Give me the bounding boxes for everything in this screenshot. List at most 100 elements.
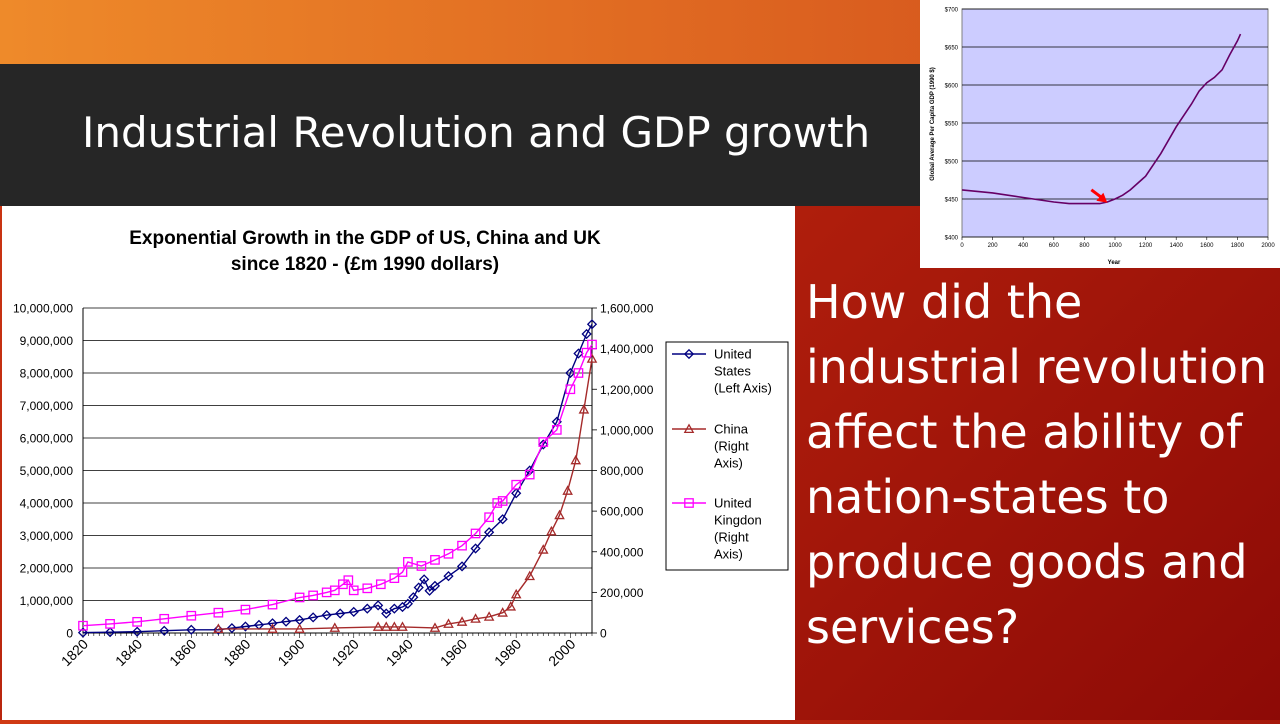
inset-y-tick-label: $450 <box>945 198 959 204</box>
data-point <box>562 485 573 495</box>
inset-y-tick-label: $700 <box>945 8 959 14</box>
inset-x-tick-label: 1200 <box>1139 243 1153 249</box>
data-point <box>375 579 386 590</box>
data-point <box>280 616 292 627</box>
inset-x-tick-label: 600 <box>1049 243 1060 249</box>
series-diamond <box>77 319 598 638</box>
inset-y-axis-label: Global Average Per Capita GDP (1990 $) <box>930 67 936 181</box>
legend: United States (Left Axis) China (Right Axis) U… <box>665 341 789 571</box>
data-point <box>240 621 251 632</box>
data-point <box>573 348 584 359</box>
data-point <box>578 404 590 414</box>
inset-x-tick-label: 1000 <box>1108 243 1122 249</box>
data-point <box>497 514 508 525</box>
series-layer <box>77 319 598 638</box>
data-point <box>159 613 170 624</box>
data-point <box>443 571 454 582</box>
data-point <box>294 623 305 633</box>
series-square <box>78 339 597 631</box>
x-axis-tick-label: 1900 <box>274 636 307 669</box>
data-point <box>372 600 384 611</box>
data-point <box>424 585 435 596</box>
legend-box <box>665 341 789 571</box>
data-point <box>335 608 346 619</box>
data-point <box>408 592 419 603</box>
right-axis-tick-label: 1,600,000 <box>600 302 654 316</box>
data-point <box>329 585 340 596</box>
inset-plot-area: $400 $450 $500 $550 $600 $650 $700 0 200 400 600 80… <box>945 8 1276 250</box>
legend-marker <box>683 423 695 434</box>
arrow-head <box>1096 192 1108 203</box>
right-axis-tick-label: 200,000 <box>600 586 644 600</box>
data-point <box>483 527 495 538</box>
inset-series-line <box>961 33 1242 205</box>
data-point <box>497 496 508 506</box>
right-axis-tick-label: 400,000 <box>600 545 644 559</box>
data-point <box>570 454 582 465</box>
data-point <box>510 588 522 599</box>
data-point <box>159 625 170 636</box>
inset-y-tick-label: $500 <box>945 160 959 166</box>
data-point <box>402 598 414 609</box>
inset-chart-panel: $400 $450 $500 $550 $600 $650 $700 0 200 400 600 80… <box>920 0 1280 268</box>
data-point <box>294 592 305 603</box>
data-point <box>403 557 413 567</box>
data-point <box>505 601 517 611</box>
legend-label: United <box>714 496 752 511</box>
inset-x-tick-label: 400 <box>1018 243 1029 249</box>
x-axis-tick-label: 1980 <box>491 636 524 669</box>
legend-label: Axis) <box>714 547 743 562</box>
data-point <box>308 590 318 601</box>
data-point <box>470 543 481 554</box>
legend-label: China <box>714 422 749 437</box>
series-triangle <box>213 353 598 633</box>
data-point <box>470 528 481 539</box>
data-point <box>321 610 332 621</box>
right-axis-tick-label: 1,400,000 <box>600 342 654 356</box>
right-axis-tick-label: 800,000 <box>600 464 644 478</box>
x-axis-tick-label: 1820 <box>58 636 91 669</box>
inset-x-tick-label: 0 <box>960 243 964 249</box>
data-point <box>267 599 278 610</box>
gdp-growth-chart: Exponential Growth in the GDP of US, Chi… <box>13 228 789 669</box>
data-point <box>348 606 359 617</box>
data-point <box>267 618 278 629</box>
data-point <box>413 582 424 593</box>
data-point <box>429 622 441 632</box>
left-axis-tick-label: 9,000,000 <box>20 334 74 348</box>
x-axis-tick-label: 1840 <box>112 636 145 669</box>
data-point <box>132 626 143 637</box>
data-point <box>554 509 565 520</box>
right-axis-tick-label: 1,200,000 <box>600 383 654 397</box>
data-point <box>267 623 278 633</box>
data-point <box>416 561 427 571</box>
left-axis-tick-label: 0 <box>66 627 73 641</box>
chart-title: Exponential Growth in the GDP of US, Chi… <box>129 228 601 249</box>
left-axis-tick-label: 1,000,000 <box>20 594 74 608</box>
legend-label: (Right <box>714 439 749 454</box>
chart-subtitle: since 1820 - (£m 1990 dollars) <box>231 254 499 275</box>
gridlines <box>83 307 592 634</box>
data-point <box>470 613 481 623</box>
right-axis-tick-label: 1,000,000 <box>600 423 654 437</box>
data-point <box>348 585 359 596</box>
data-point <box>581 347 592 358</box>
left-axis-tick-label: 8,000,000 <box>20 367 74 381</box>
data-point <box>308 612 319 623</box>
data-point <box>343 575 354 586</box>
data-point <box>362 583 373 594</box>
data-point <box>397 567 408 577</box>
x-axis-tick-label: 2000 <box>545 636 578 669</box>
data-point <box>104 627 116 638</box>
data-point <box>213 607 224 618</box>
data-point <box>78 620 88 631</box>
legend-marker <box>684 498 694 508</box>
data-point <box>372 621 384 631</box>
left-axis-tick-label: 10,000,000 <box>13 302 73 316</box>
data-point <box>538 437 549 447</box>
data-point <box>419 574 430 585</box>
inset-x-tick-label: 2000 <box>1261 243 1275 249</box>
right-axis-tick-label: 600,000 <box>600 505 644 519</box>
inset-x-tick-label: 1400 <box>1170 243 1184 249</box>
x-axis-tick-label: 1940 <box>383 636 416 669</box>
